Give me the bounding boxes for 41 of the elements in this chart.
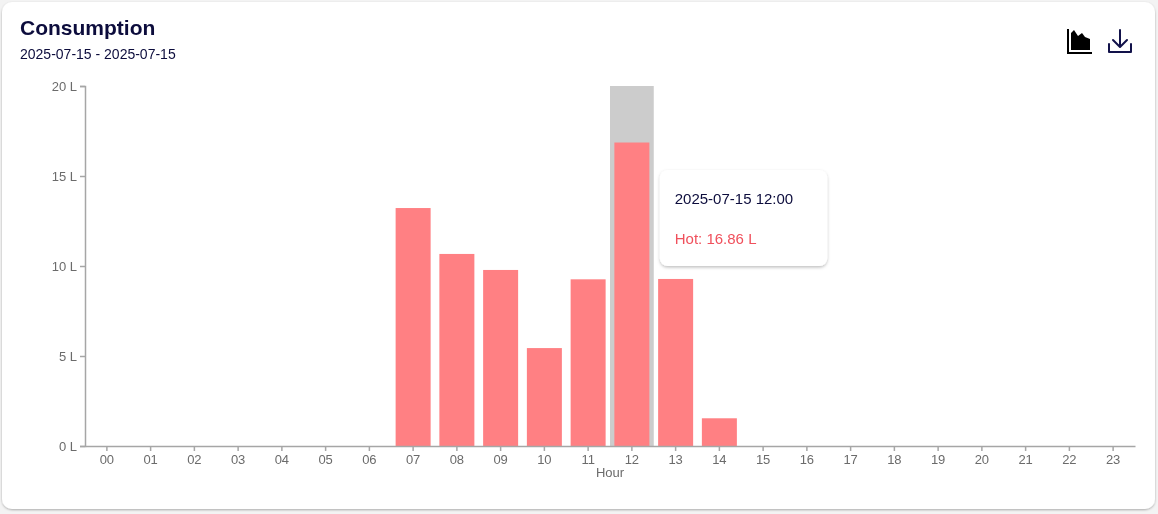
bar <box>439 253 475 446</box>
x-tick-label: 03 <box>230 452 246 468</box>
bar <box>570 279 606 446</box>
bar <box>395 208 431 446</box>
x-tick-label: 14 <box>712 452 727 468</box>
x-tick-label: 08 <box>449 452 465 468</box>
x-tick-label: 04 <box>274 452 290 468</box>
x-tick-label: 21 <box>1018 452 1033 468</box>
x-tick-label: 22 <box>1062 452 1077 468</box>
x-tick-label: 02 <box>187 452 202 468</box>
y-tick-label: 10 L <box>51 258 77 274</box>
chart-title: Consumption <box>20 16 156 39</box>
x-tick-label: 12 <box>624 452 640 468</box>
y-tick-label: 20 L <box>51 78 77 94</box>
x-tick-label: 00 <box>99 452 115 468</box>
x-tick-label: 19 <box>930 452 946 468</box>
annotation: 2025-07-15 12:00 <box>674 190 794 207</box>
y-tick-label: 15 L <box>51 168 77 184</box>
bar <box>658 278 694 446</box>
x-tick-label: 05 <box>318 452 333 468</box>
x-tick-label: 07 <box>405 452 421 468</box>
x-tick-label: 23 <box>1105 452 1121 468</box>
bar <box>483 269 519 446</box>
x-tick-label: 13 <box>668 452 683 468</box>
x-tick-label: 10 <box>537 452 552 468</box>
x-tick-label: 16 <box>799 452 815 468</box>
x-tick-label: 17 <box>843 452 858 468</box>
x-tick-label: 06 <box>362 452 377 468</box>
x-tick-label: 20 <box>974 452 990 468</box>
x-tick-label: 15 <box>755 452 771 468</box>
x-tick-label: 18 <box>887 452 902 468</box>
bar <box>701 418 737 446</box>
x-axis-title: Hour <box>595 465 625 480</box>
annotation: Hot: 16.86 L <box>674 230 757 247</box>
x-tick-label: 09 <box>493 452 508 468</box>
x-tick-label: 11 <box>581 452 595 468</box>
x-tick-label: 01 <box>143 452 158 468</box>
chart-subtitle: 2025-07-15 - 2025-07-15 <box>20 46 176 62</box>
y-tick-label: 5 L <box>58 348 77 364</box>
bar <box>526 348 562 446</box>
y-tick-label: 0 L <box>58 438 77 454</box>
